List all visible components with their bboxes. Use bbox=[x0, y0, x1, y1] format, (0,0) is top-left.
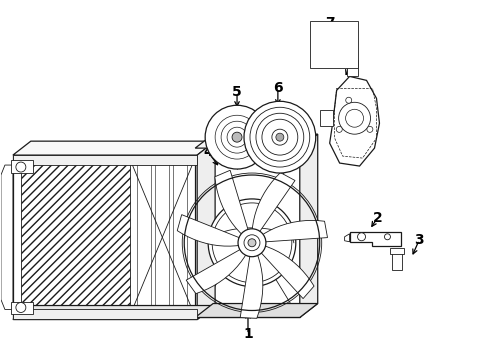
Circle shape bbox=[358, 233, 366, 241]
Circle shape bbox=[227, 127, 247, 147]
Polygon shape bbox=[1, 165, 13, 310]
Polygon shape bbox=[240, 252, 263, 318]
Polygon shape bbox=[11, 160, 33, 173]
Text: 7: 7 bbox=[325, 15, 335, 30]
Polygon shape bbox=[346, 60, 358, 76]
Circle shape bbox=[221, 121, 253, 153]
Bar bbox=[391, 248, 404, 254]
Bar bbox=[13, 310, 197, 319]
Circle shape bbox=[262, 119, 298, 155]
Circle shape bbox=[256, 113, 304, 161]
Circle shape bbox=[208, 199, 296, 287]
Polygon shape bbox=[197, 141, 215, 319]
Circle shape bbox=[276, 133, 284, 141]
Polygon shape bbox=[13, 155, 197, 319]
Polygon shape bbox=[13, 306, 215, 319]
Circle shape bbox=[205, 105, 269, 169]
Circle shape bbox=[272, 129, 288, 145]
Bar bbox=[137, 159, 151, 315]
Text: 8: 8 bbox=[347, 54, 356, 67]
Bar bbox=[310, 21, 358, 68]
Polygon shape bbox=[252, 172, 295, 235]
Polygon shape bbox=[195, 134, 318, 148]
Text: 3: 3 bbox=[415, 233, 424, 247]
Circle shape bbox=[16, 162, 26, 172]
Polygon shape bbox=[186, 248, 247, 294]
Circle shape bbox=[345, 109, 364, 127]
Circle shape bbox=[215, 115, 259, 159]
Bar bbox=[155, 159, 169, 315]
Polygon shape bbox=[330, 76, 379, 166]
Bar bbox=[392, 252, 402, 270]
Circle shape bbox=[232, 132, 242, 142]
Polygon shape bbox=[259, 245, 314, 298]
Circle shape bbox=[250, 107, 310, 167]
Bar bbox=[21, 163, 130, 311]
Polygon shape bbox=[319, 110, 333, 126]
Bar bbox=[13, 155, 197, 165]
Text: 6: 6 bbox=[273, 81, 283, 95]
Polygon shape bbox=[349, 232, 401, 246]
Circle shape bbox=[385, 234, 391, 240]
Circle shape bbox=[238, 229, 266, 257]
Circle shape bbox=[248, 239, 256, 247]
Polygon shape bbox=[11, 302, 33, 315]
Polygon shape bbox=[300, 134, 318, 318]
Circle shape bbox=[339, 102, 370, 134]
Text: 5: 5 bbox=[232, 85, 242, 99]
Polygon shape bbox=[177, 215, 243, 246]
Circle shape bbox=[244, 235, 260, 251]
Bar bbox=[173, 159, 187, 315]
Text: 1: 1 bbox=[243, 327, 253, 341]
Polygon shape bbox=[344, 234, 349, 242]
Circle shape bbox=[346, 97, 352, 103]
Circle shape bbox=[244, 101, 316, 173]
Polygon shape bbox=[195, 148, 300, 318]
Circle shape bbox=[212, 203, 292, 283]
Circle shape bbox=[16, 302, 26, 312]
Polygon shape bbox=[195, 303, 318, 318]
Text: 4: 4 bbox=[203, 145, 213, 159]
Polygon shape bbox=[260, 220, 327, 242]
Polygon shape bbox=[215, 170, 249, 237]
Circle shape bbox=[367, 126, 373, 132]
Circle shape bbox=[336, 126, 342, 132]
Polygon shape bbox=[13, 141, 215, 155]
Text: 2: 2 bbox=[372, 211, 382, 225]
